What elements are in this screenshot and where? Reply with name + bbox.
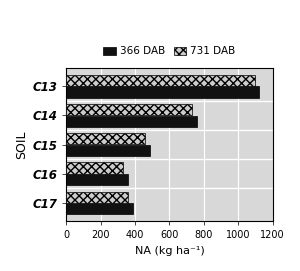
Bar	[66, 162, 123, 173]
Bar	[66, 203, 133, 214]
Bar	[66, 145, 150, 156]
Legend: 366 DAB, 731 DAB: 366 DAB, 731 DAB	[99, 42, 240, 61]
Y-axis label: SOIL: SOIL	[15, 130, 28, 159]
Bar	[66, 86, 259, 98]
Bar	[66, 133, 145, 144]
Bar	[66, 104, 192, 115]
Bar	[66, 174, 128, 185]
Bar	[66, 116, 197, 127]
Bar	[66, 75, 256, 86]
X-axis label: NA (kg ha⁻¹): NA (kg ha⁻¹)	[134, 246, 204, 256]
Bar	[66, 192, 128, 203]
